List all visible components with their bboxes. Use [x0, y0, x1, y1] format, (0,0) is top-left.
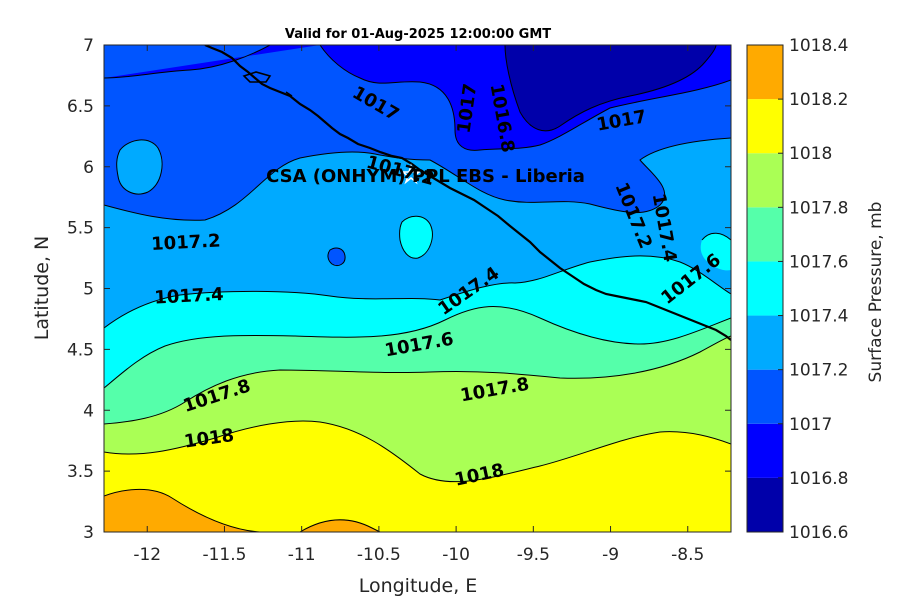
y-tick-label: 3.5	[67, 462, 94, 482]
x-tick-label: -11.5	[202, 545, 246, 565]
colorbar-label: Surface Pressure, mb	[866, 202, 886, 383]
line-1018	[104, 420, 731, 483]
x-tick-label: -10.5	[357, 545, 401, 565]
line-1017-2	[104, 137, 731, 221]
line-1016-8	[504, 45, 717, 132]
plot-area	[104, 45, 731, 532]
colorbar-tick-label: 1017.2	[789, 361, 848, 381]
y-tick-label: 4	[83, 401, 94, 421]
x-tick-label: -11	[288, 545, 316, 565]
band-1016-6	[505, 45, 716, 131]
island-line-52	[327, 247, 346, 267]
chart-title: Valid for 01-Aug-2025 12:00:00 GMT	[285, 27, 551, 42]
y-tick-label: 7	[83, 36, 94, 56]
x-axis-label: Longitude, E	[359, 575, 478, 597]
island-line-51	[701, 232, 731, 241]
colorbar-tick-label: 1017.8	[789, 198, 848, 218]
colorbar: 1016.6 1016.8 1017 1017.2 1017.4 1017.6 1017.8…	[746, 36, 848, 543]
contour-bands	[104, 45, 731, 532]
colorbar-frame	[746, 44, 784, 533]
y-axis-label: Latitude, N	[31, 236, 53, 341]
colorbar-segment	[747, 423, 783, 478]
island-high-51	[700, 233, 731, 271]
x-tick-label: -9.5	[517, 545, 550, 565]
x-tick-label: -10	[442, 545, 470, 565]
y-axis: 3 3.5 4 4.5 5 5.5 6 6.5 7	[67, 36, 731, 543]
island-low-52	[327, 248, 346, 266]
line-1017-4	[104, 255, 731, 329]
coastline	[204, 45, 731, 341]
colorbar-segment	[747, 153, 783, 208]
coast-island	[242, 71, 272, 83]
colorbar-segment	[747, 369, 783, 424]
x-tick-label: -9	[602, 545, 619, 565]
line-1017-8	[104, 335, 731, 425]
island-high-6	[116, 139, 163, 195]
y-tick-label: 6	[83, 158, 94, 178]
line-1017b	[319, 45, 731, 151]
station-annotation: CSA (ONHYM) PPL EBS - Liberia	[266, 166, 585, 187]
colorbar-tick-label: 1016.6	[789, 523, 848, 543]
x-axis: -12 -11.5 -11 -10.5 -10 -9.5 -9 -8.5	[133, 45, 704, 565]
colorbar-segment	[747, 99, 783, 154]
contour-lines	[104, 45, 731, 532]
y-tick-label: 6.5	[67, 97, 94, 117]
colorbar-tick-label: 1017	[789, 415, 832, 435]
x-tick-label: -8.5	[671, 545, 704, 565]
x-tick-label: -12	[133, 545, 161, 565]
line-1017	[104, 45, 271, 79]
colorbar-segment	[747, 207, 783, 262]
colorbar-tick-label: 1016.8	[789, 469, 848, 489]
line-1018-2	[104, 488, 261, 532]
island-line-55	[399, 215, 433, 259]
colorbar-segment	[747, 261, 783, 316]
colorbar-segment	[747, 315, 783, 370]
line-1017-6	[104, 305, 731, 389]
line-1018-2b	[299, 519, 381, 532]
colorbar-tick-label: 1018	[789, 144, 832, 164]
station-star-icon	[400, 163, 422, 185]
contour-label: 1017.4	[154, 284, 224, 309]
y-tick-label: 5.5	[67, 219, 94, 239]
colorbar-tick-label: 1018.2	[789, 90, 848, 110]
island-high-55	[399, 216, 433, 259]
y-tick-label: 5	[83, 280, 94, 300]
y-tick-label: 4.5	[67, 340, 94, 360]
colorbar-tick-label: 1017.6	[789, 252, 848, 272]
coast-island-2	[285, 91, 293, 97]
colorbar-segment	[747, 477, 783, 532]
contour-label: 1017.2	[151, 230, 221, 255]
y-tick-label: 3	[83, 523, 94, 543]
colorbar-segment	[747, 45, 783, 100]
colorbar-tick-label: 1017.4	[789, 307, 848, 327]
colorbar-tick-label: 1018.4	[789, 36, 848, 56]
island-line-6	[116, 139, 163, 195]
